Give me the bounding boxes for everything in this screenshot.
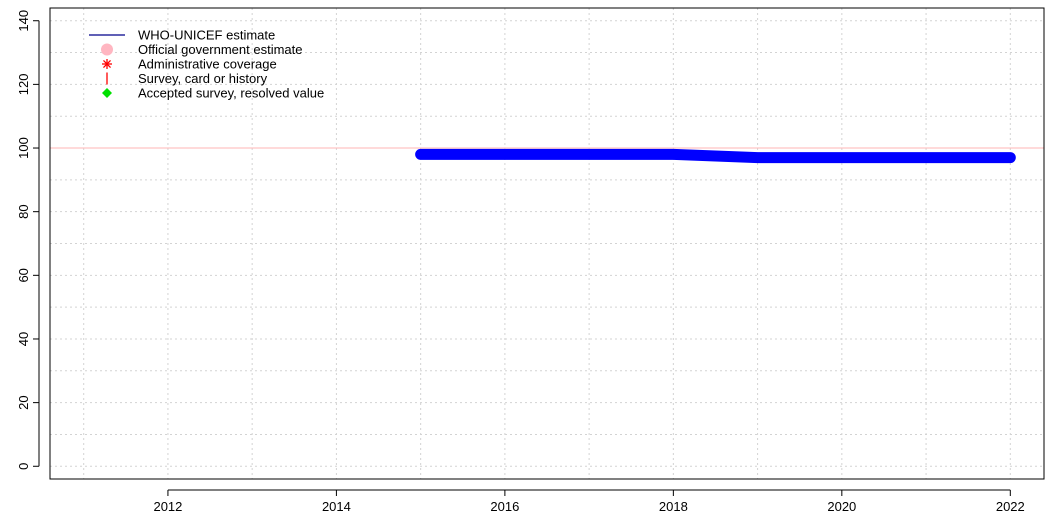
legend-diamond-symbol [102,88,112,98]
data-point [499,149,510,160]
y-tick-label: 60 [16,268,31,282]
x-tick-label: 2016 [490,499,519,512]
legend-entry: Administrative coverage [102,57,277,72]
data-point [836,152,847,163]
legend-label: Administrative coverage [138,57,277,72]
x-tick-label: 2018 [659,499,688,512]
legend-entry: WHO-UNICEF estimate [89,28,275,43]
data-point [415,149,426,160]
series-layer [415,148,1016,164]
y-tick-label: 80 [16,204,31,218]
asterisk-stroke [103,60,111,68]
legend-entry: Official government estimate [101,42,303,57]
series-line-who-unicef [415,148,1016,164]
legend-label: Survey, card or history [138,71,268,86]
legend-label: WHO-UNICEF estimate [138,28,275,43]
data-point [1005,152,1016,163]
x-axis: 2012 2014 2016 2018 2020 2022 [153,489,1025,512]
legend-label: Official government estimate [138,42,303,57]
legend-circle-symbol [101,43,113,56]
data-point [921,152,932,163]
legend-label: Accepted survey, resolved value [138,86,324,101]
y-tick-label: 0 [16,463,31,470]
legend-entry: Survey, card or history [106,71,268,86]
x-tick-label: 2012 [153,499,182,512]
x-tick-label: 2022 [996,499,1025,512]
y-tick-label: 100 [16,137,31,159]
legend-entry: Accepted survey, resolved value [102,86,324,101]
x-tick-label: 2014 [322,499,351,512]
data-point [584,149,595,160]
data-point [668,149,679,160]
y-tick-label: 20 [16,395,31,409]
legend-asterisk-symbol [102,59,112,69]
y-axis: 0 20 40 60 80 100 120 140 [16,10,40,470]
data-point [752,152,763,163]
y-tick-label: 40 [16,332,31,346]
y-tick-label: 140 [16,10,31,32]
x-tick-label: 2020 [827,499,856,512]
plot-frame [49,7,1045,480]
y-tick-label: 120 [16,74,31,96]
